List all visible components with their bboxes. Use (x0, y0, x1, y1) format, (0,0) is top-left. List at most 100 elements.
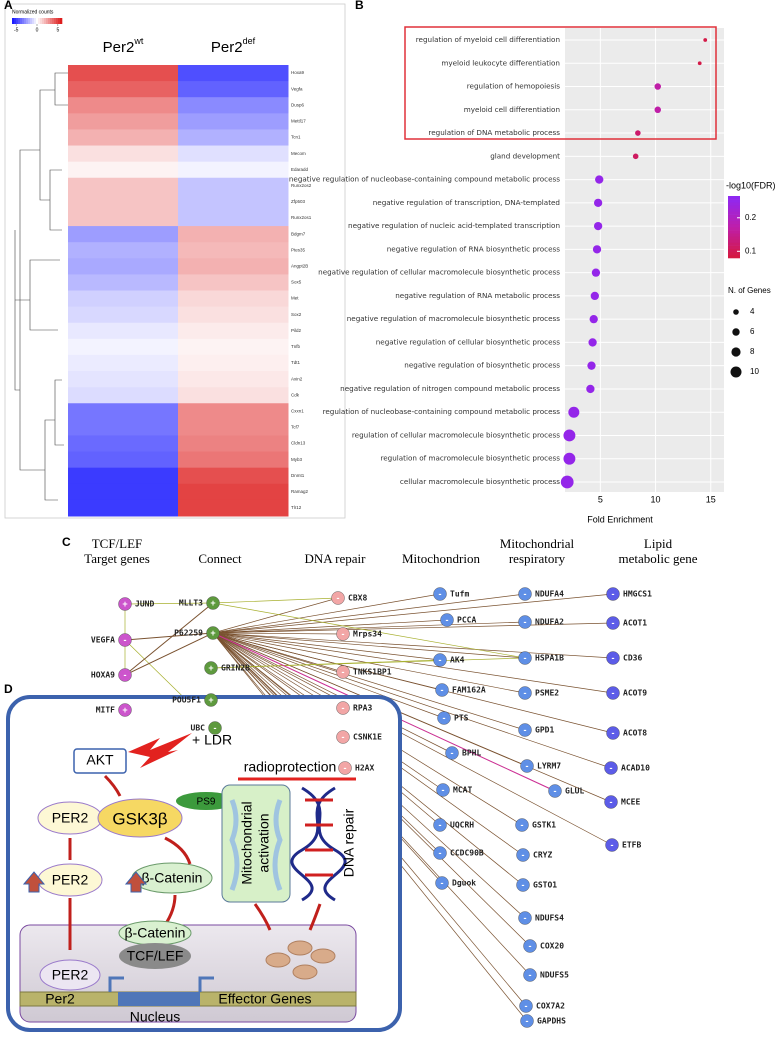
legend-swatch (48, 18, 51, 24)
gene-label: Mecom (291, 151, 306, 156)
column-header: respiratory (509, 551, 566, 566)
dot (588, 338, 597, 347)
gene-node (437, 711, 451, 725)
legend-swatch (52, 18, 55, 24)
heat-cell (68, 371, 179, 388)
dot (654, 83, 661, 90)
gene-node (606, 686, 620, 700)
legend-swatch (34, 18, 37, 24)
legend-swatch (58, 18, 61, 24)
legend-swatch (28, 18, 31, 24)
per2-label: PER2 (52, 810, 89, 826)
node-sign: - (441, 878, 444, 888)
legend-swatch (50, 18, 53, 24)
node-label: Tufm (450, 590, 469, 599)
gene-node (548, 784, 562, 798)
gene-node (518, 587, 532, 601)
edge (212, 632, 612, 803)
node-sign: - (342, 732, 345, 742)
heat-cell (68, 177, 179, 195)
legend-swatch (728, 208, 740, 212)
category-label: cellular macromolecule biosynthetic proc… (400, 477, 560, 486)
category-label: regulation of DNA metabolic process (428, 128, 560, 137)
edge (212, 632, 526, 731)
legend-swatch (38, 18, 41, 24)
column-header: Mitochondrial (500, 536, 575, 551)
gene-node (206, 596, 220, 610)
gene-label: Hoxa9 (291, 70, 305, 75)
category-label: negative regulation of RNA metabolic pro… (395, 291, 560, 300)
node-label: NDUFS5 (540, 971, 569, 980)
dot (563, 429, 576, 442)
node-label: P62259 (174, 629, 203, 638)
legend-swatch (728, 233, 740, 237)
heat-cell (178, 193, 289, 211)
dot (589, 315, 598, 324)
node-label: COX20 (540, 942, 564, 951)
node-sign: - (522, 880, 525, 890)
category-label: negative regulation of macromolecule bio… (347, 314, 561, 323)
category-label: negative regulation of transcription, DN… (373, 198, 560, 207)
nucleus-label: Nucleus (130, 1009, 181, 1025)
heat-cell (68, 451, 179, 469)
node-label: ACOT1 (623, 619, 647, 628)
legend-swatch (728, 254, 740, 259)
dot (654, 106, 661, 114)
gene-label: Effector Genes (218, 991, 311, 1007)
node-label: HSPA1B (535, 654, 564, 663)
heat-cell (68, 306, 179, 324)
gene-node (208, 721, 222, 735)
gene-label: Tcf7 (291, 425, 300, 430)
gene-node (515, 818, 529, 832)
legend-swatch (728, 251, 740, 256)
node-sign: - (612, 653, 615, 663)
heat-cell (68, 161, 179, 179)
node-label: UBC (191, 724, 206, 733)
legend-tick-label: 0 (36, 27, 39, 33)
mito-label: Mitochondrial (239, 801, 255, 884)
legend-dot (731, 347, 741, 357)
legend-tick-label: 4 (750, 307, 755, 316)
heat-cell (178, 226, 289, 243)
gene-node (118, 703, 132, 717)
column-header: Connect (198, 551, 242, 566)
gene-label: Axin2 (291, 376, 303, 381)
category-label: regulation of nucleobase-containing comp… (323, 407, 561, 416)
node-label: GLUL (565, 787, 584, 796)
node-label: H2AX (355, 764, 374, 773)
node-sign: - (522, 850, 525, 860)
category-label: negative regulation of cellular biosynth… (376, 337, 561, 346)
dot (632, 153, 639, 160)
node-label: GRIN2B (221, 664, 250, 673)
category-label: negative regulation of nucleic acid-temp… (348, 221, 560, 230)
column-header: TCF/LEF (92, 536, 143, 551)
panel-label: D (4, 682, 13, 696)
dot (595, 175, 604, 184)
edge (212, 621, 526, 634)
gene-node (605, 838, 619, 852)
gene-label: Cxxn1 (291, 408, 304, 413)
heat-cell (68, 242, 179, 259)
node-sign: - (342, 703, 345, 713)
heat-cell (178, 258, 289, 275)
gene-label: Tlr12 (291, 505, 302, 510)
per2-label: PER2 (52, 872, 89, 888)
gene-node (518, 911, 532, 925)
heat-cell (178, 387, 289, 404)
dot (592, 245, 602, 254)
heat-cell (68, 193, 179, 211)
node-sign: - (524, 725, 527, 735)
category-label: negative regulation of nitrogen compound… (340, 384, 560, 393)
dna-repair-label: DNA repair (341, 808, 357, 877)
node-label: HOXA9 (91, 671, 115, 680)
highlight-box (404, 26, 717, 140)
gsk-label: GSK3β (112, 809, 167, 828)
tcf-node (119, 943, 191, 969)
node-label: CD36 (623, 654, 642, 663)
node-sign: - (524, 617, 527, 627)
gene-label: Mettl17 (291, 119, 306, 124)
gene-node (436, 783, 450, 797)
heat-cell (178, 274, 289, 291)
dot (593, 221, 603, 231)
edge (212, 632, 614, 694)
